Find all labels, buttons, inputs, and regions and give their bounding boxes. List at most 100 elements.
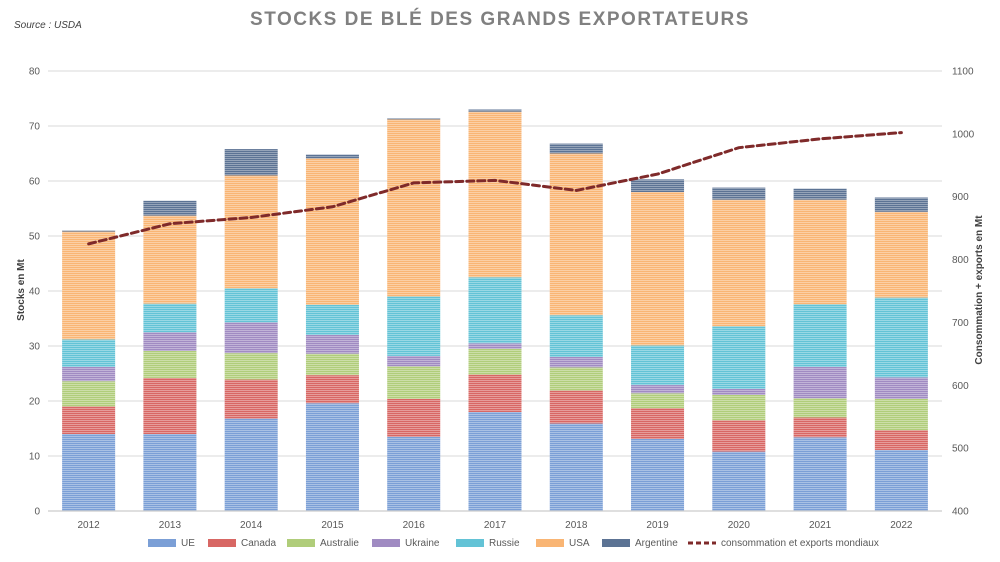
bar-segment xyxy=(143,434,197,511)
bar-texture xyxy=(143,377,197,434)
y-tick-label: 20 xyxy=(29,397,41,408)
bar-texture xyxy=(549,367,603,391)
bar-segment xyxy=(305,304,359,335)
bar-segment xyxy=(549,315,603,357)
bar-segment xyxy=(712,187,766,200)
y-axis-title: Stocks en Mt xyxy=(16,258,27,320)
bar-texture xyxy=(387,296,441,356)
bar-texture xyxy=(468,343,522,349)
bar-texture xyxy=(874,297,928,378)
bar-texture xyxy=(224,379,278,419)
bar-texture xyxy=(305,335,359,354)
bar-texture xyxy=(793,366,847,399)
bar-texture xyxy=(549,390,603,424)
bar-segment xyxy=(549,143,603,154)
bar-segment xyxy=(712,451,766,511)
bar-segment xyxy=(874,430,928,450)
bar-texture xyxy=(631,179,685,192)
bar-texture xyxy=(793,398,847,418)
bar-segment xyxy=(62,231,116,340)
bar-texture xyxy=(468,109,522,112)
y2-tick-label: 1100 xyxy=(952,67,974,78)
bar-texture xyxy=(793,199,847,305)
bar-segment xyxy=(305,154,359,159)
bar-texture xyxy=(874,430,928,450)
bar-segment xyxy=(224,149,278,176)
bar-texture xyxy=(549,153,603,316)
bar-texture xyxy=(631,408,685,439)
bar-segment xyxy=(62,230,116,232)
bar-segment xyxy=(468,277,522,344)
bar-segment xyxy=(468,111,522,278)
bar-texture xyxy=(224,288,278,323)
legend-swatch xyxy=(602,539,630,547)
bar-segment xyxy=(549,357,603,368)
y-axis-secondary: 400 500 600 700 800 900 1000 1100 xyxy=(952,67,975,518)
legend-swatch xyxy=(372,539,400,547)
bar-segment xyxy=(224,175,278,289)
bar-texture xyxy=(62,230,116,232)
bar-texture xyxy=(62,406,116,434)
bar-segment xyxy=(143,332,197,351)
x-axis: 2012 2013 2014 2015 2016 2017 2018 2019 2020 2021… xyxy=(48,510,942,531)
bar-texture xyxy=(62,339,116,367)
bar-texture xyxy=(387,436,441,511)
bar-segment xyxy=(712,326,766,389)
bar-segment xyxy=(387,118,441,120)
bar-segment xyxy=(305,403,359,511)
x-tick-label: 2018 xyxy=(565,520,588,531)
bar-segment xyxy=(793,199,847,305)
bar-texture xyxy=(305,154,359,159)
x-tick-label: 2020 xyxy=(728,520,751,531)
bar-segment xyxy=(549,423,603,511)
bar-segment xyxy=(793,437,847,511)
bar-segment xyxy=(631,345,685,386)
bar-texture xyxy=(549,315,603,357)
bar-texture xyxy=(793,188,847,200)
bar-texture xyxy=(468,111,522,278)
bar-segment xyxy=(793,304,847,367)
bar-segment xyxy=(874,398,928,431)
x-tick-label: 2014 xyxy=(240,520,263,531)
bar-segment xyxy=(62,381,116,407)
bar-segment xyxy=(387,436,441,511)
bar-texture xyxy=(631,192,685,346)
bar-segment xyxy=(631,179,685,192)
bar-texture xyxy=(793,417,847,438)
bar-segment xyxy=(305,158,359,305)
bar-texture xyxy=(387,355,441,367)
bar-segment xyxy=(874,211,928,298)
bar-segment xyxy=(793,417,847,438)
bar-texture xyxy=(712,420,766,452)
bar-segment xyxy=(143,377,197,434)
legend-label: Russie xyxy=(489,538,520,549)
bar-texture xyxy=(387,398,441,437)
legend-item: consommation et exports mondiaux xyxy=(688,538,879,549)
bar-segment xyxy=(468,412,522,511)
bar-segment xyxy=(387,398,441,437)
bar-segment xyxy=(712,388,766,395)
y2-tick-label: 800 xyxy=(952,255,969,266)
bar-segment xyxy=(62,366,116,382)
bar-segment xyxy=(62,406,116,434)
y-tick-label: 70 xyxy=(29,122,41,133)
bar-texture xyxy=(712,199,766,327)
bar-segment xyxy=(224,353,278,380)
bar-texture xyxy=(468,277,522,344)
legend-swatch xyxy=(287,539,315,547)
bar-texture xyxy=(468,348,522,375)
legend-item: Argentine xyxy=(602,538,678,549)
bar-segment xyxy=(224,379,278,419)
bar-texture xyxy=(305,403,359,511)
bar-segment xyxy=(793,188,847,200)
y-axis-primary: 0 10 20 30 40 50 60 70 80 xyxy=(29,67,41,518)
bar-texture xyxy=(874,211,928,298)
legend-label: UE xyxy=(181,538,195,549)
bar-texture xyxy=(712,394,766,421)
x-tick-label: 2022 xyxy=(890,520,913,531)
legend-item: Australie xyxy=(287,538,359,549)
bar-texture xyxy=(468,374,522,412)
y-tick-label: 60 xyxy=(29,177,41,188)
bar-segment xyxy=(62,339,116,367)
